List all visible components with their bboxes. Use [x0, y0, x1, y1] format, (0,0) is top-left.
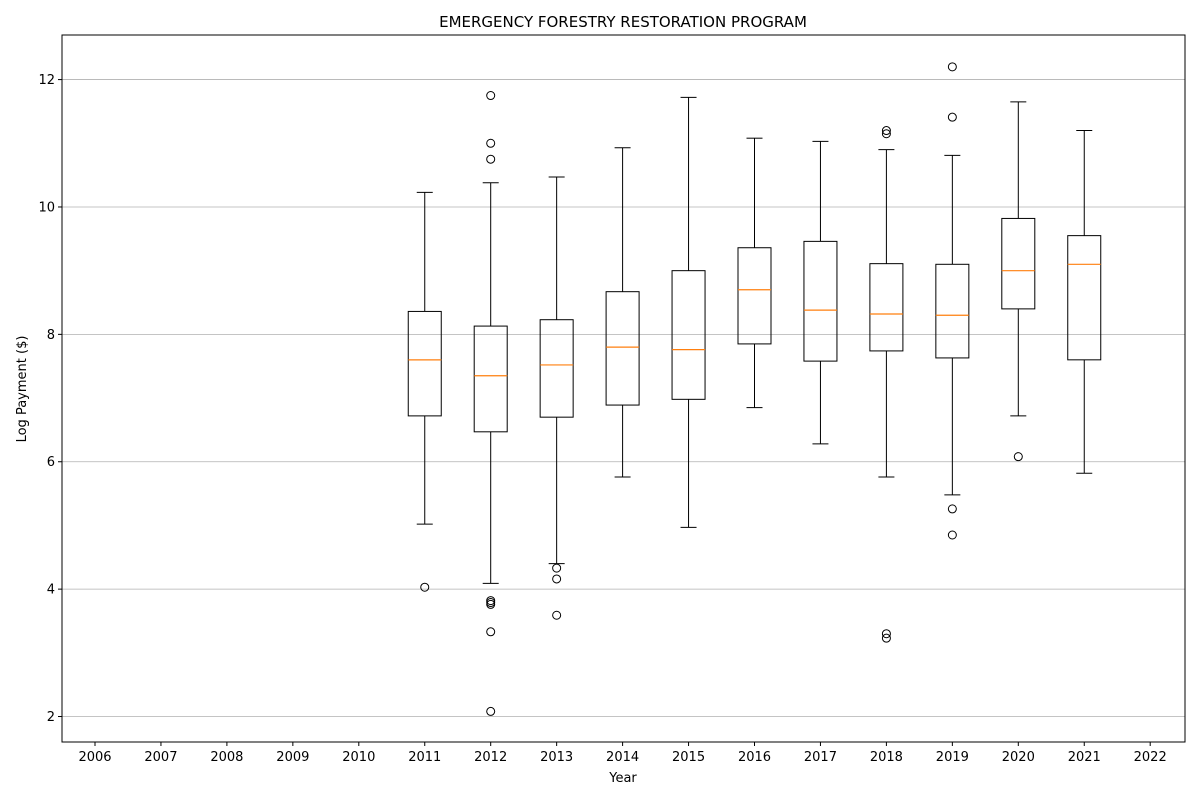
outlier-point — [881, 129, 891, 139]
y-tick-label: 12 — [38, 73, 55, 88]
box-2021 — [1067, 130, 1102, 474]
outlier-point — [947, 530, 957, 540]
iqr-box — [803, 240, 838, 362]
x-tick-label: 2010 — [342, 750, 375, 765]
box-2016 — [737, 137, 772, 409]
iqr-box — [473, 325, 508, 433]
x-tick-label: 2014 — [606, 750, 639, 765]
outlier-point — [486, 138, 496, 148]
outlier-point — [486, 706, 496, 716]
box-series — [407, 62, 1102, 716]
iqr-box — [539, 319, 574, 418]
outlier-point — [552, 563, 562, 573]
outlier-point — [552, 610, 562, 620]
outlier-point — [420, 582, 430, 592]
box-2014 — [605, 147, 640, 478]
y-tick-label: 4 — [47, 583, 55, 598]
chart-title: EMERGENCY FORESTRY RESTORATION PROGRAM — [439, 13, 807, 31]
x-tick-label: 2012 — [474, 750, 507, 765]
outlier-point — [552, 574, 562, 584]
box-2011 — [407, 191, 442, 592]
x-tick-label: 2019 — [936, 750, 969, 765]
y-tick-label: 10 — [38, 200, 55, 215]
x-tick-label: 2009 — [276, 750, 309, 765]
box-2018 — [869, 126, 904, 643]
outlier-point — [881, 633, 891, 643]
x-tick-label: 2007 — [144, 750, 177, 765]
outlier-point — [486, 91, 496, 101]
y-tick-label: 2 — [47, 710, 55, 725]
x-tick-label: 2017 — [804, 750, 837, 765]
box-2012 — [473, 91, 508, 716]
box-2015 — [671, 96, 706, 528]
outlier-point — [947, 504, 957, 514]
outlier-point — [486, 627, 496, 637]
outlier-point — [1013, 452, 1023, 462]
x-tick-label: 2021 — [1068, 750, 1101, 765]
iqr-box — [605, 291, 640, 406]
x-tick-label: 2013 — [540, 750, 573, 765]
outlier-point — [881, 126, 891, 136]
plot-frame — [61, 34, 1186, 743]
iqr-box — [1001, 217, 1036, 310]
box-2019 — [935, 62, 970, 540]
outlier-point — [486, 154, 496, 164]
outlier-point — [947, 62, 957, 72]
x-tick-label: 2022 — [1134, 750, 1167, 765]
x-tick-label: 2018 — [870, 750, 903, 765]
x-tick-label: 2006 — [78, 750, 111, 765]
outlier-point — [881, 629, 891, 639]
y-axis-label: Log Payment ($) — [15, 336, 30, 443]
iqr-box — [1067, 235, 1102, 361]
iqr-box — [869, 263, 904, 352]
outlier-point — [486, 599, 496, 609]
x-tick-label: 2011 — [408, 750, 441, 765]
outlier-point — [947, 112, 957, 122]
iqr-box — [407, 310, 442, 417]
y-tick-label: 8 — [47, 328, 55, 343]
box-2020 — [1001, 101, 1036, 462]
y-tick-label: 6 — [47, 455, 55, 470]
box-2017 — [803, 140, 838, 445]
x-tick-label: 2020 — [1002, 750, 1035, 765]
y-gridlines — [62, 79, 1185, 717]
x-axis-ticks: 2006 2007 2008 2009 2010 2011 2012 2013 2014 2015… — [78, 742, 1167, 765]
iqr-box — [935, 263, 970, 359]
y-axis-ticks: 2 4 6 8 10 12 — [38, 73, 62, 725]
iqr-box — [671, 270, 706, 400]
x-tick-label: 2008 — [210, 750, 243, 765]
outlier-point — [486, 598, 496, 608]
x-tick-label: 2015 — [672, 750, 705, 765]
x-tick-label: 2016 — [738, 750, 771, 765]
iqr-box — [737, 247, 772, 345]
box-2013 — [539, 176, 574, 620]
x-axis-label: Year — [608, 771, 637, 786]
